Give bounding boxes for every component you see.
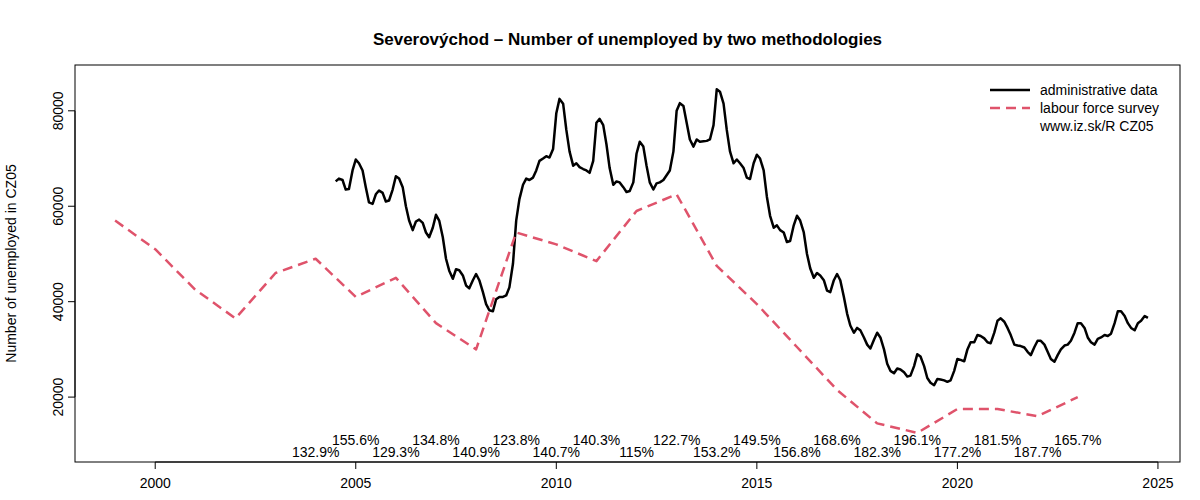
y-tick-label: 80000 xyxy=(50,91,66,130)
x-tick-label: 2015 xyxy=(741,475,772,491)
y-tick xyxy=(68,301,75,302)
x-axis-line xyxy=(155,462,1158,463)
x-tick-label: 2025 xyxy=(1142,475,1173,491)
y-tick-label: 20000 xyxy=(50,377,66,416)
x-tick xyxy=(355,462,356,469)
y-tick-label: 60000 xyxy=(50,187,66,226)
x-tick xyxy=(155,462,156,469)
legend-label: labour force survey xyxy=(1040,100,1159,116)
ratio-label: 140.3% xyxy=(573,432,620,448)
y-axis-line xyxy=(75,111,76,397)
ratio-label: 115% xyxy=(619,444,654,460)
legend-swatch xyxy=(990,107,1030,110)
x-tick xyxy=(556,462,557,469)
y-axis-label: Number of unemployed in CZ05 xyxy=(3,164,19,363)
x-tick-label: 2000 xyxy=(140,475,171,491)
x-tick xyxy=(1157,462,1158,469)
title: Severovýchod – Number of unemployed by t… xyxy=(373,30,882,49)
y-tick xyxy=(68,110,75,111)
series-line xyxy=(115,194,1078,433)
series-group xyxy=(115,89,1148,433)
x-tick-label: 2020 xyxy=(942,475,973,491)
y-tick-label: 40000 xyxy=(50,282,66,321)
y-tick xyxy=(68,206,75,207)
x-tick-label: 2010 xyxy=(541,475,572,491)
chart: Severovýchod – Number of unemployed by t… xyxy=(0,0,1200,500)
source-note: www.iz.sk/R CZ05 xyxy=(1039,118,1154,134)
plot-frame xyxy=(75,65,1180,462)
x-tick xyxy=(756,462,757,469)
series-line xyxy=(336,89,1148,385)
y-tick xyxy=(68,397,75,398)
legend-label: administrative data xyxy=(1040,82,1158,98)
ratio-label: 165.7% xyxy=(1054,432,1101,448)
x-tick xyxy=(957,462,958,469)
legend-swatch xyxy=(990,89,1030,92)
x-tick-label: 2005 xyxy=(340,475,371,491)
